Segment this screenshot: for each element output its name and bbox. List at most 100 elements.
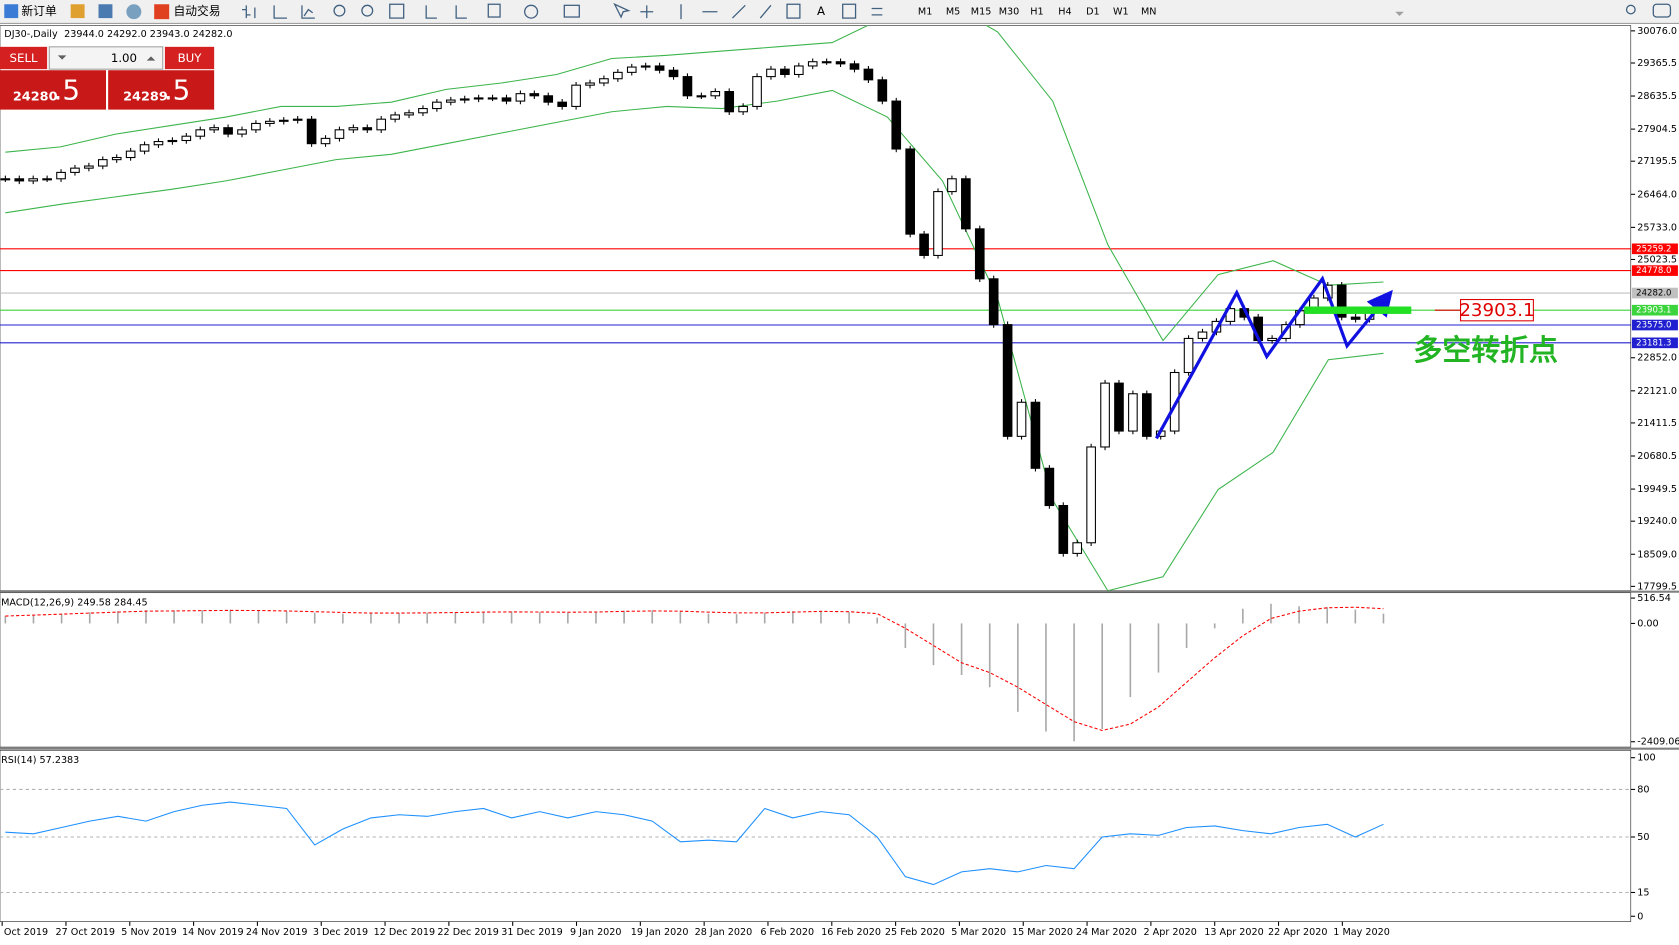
timeframe[interactable]: M5 [946,7,960,18]
candle [334,129,345,139]
candle [515,93,526,102]
icon[interactable] [70,4,85,19]
toolbar: 新订单 自动交易 A M1 M5 M15 M30 H1 H4 D1 W1 MN [0,0,1679,24]
icon[interactable] [154,4,170,20]
buy-button[interactable] [164,46,215,70]
sell-price-box[interactable] [0,70,107,110]
candle [613,71,623,80]
price-level-label: 25259.2 [1636,244,1671,254]
icon[interactable] [425,5,467,19]
buy-price[interactable]: 24289 [123,89,168,104]
sell-price-fraction[interactable]: .5 [54,74,81,107]
y-tick-label: 25733.0 [1637,222,1677,233]
candle [376,118,387,131]
y-tick-label: 18509.0 [1637,549,1677,560]
candle [111,156,122,161]
buy-price-fraction[interactable]: .5 [164,74,191,107]
candle [14,178,25,182]
timeframe[interactable]: M15 [971,7,992,18]
y-tick-label: 516.54 [1637,593,1671,604]
candle [919,233,929,256]
icon[interactable] [389,3,405,19]
icon[interactable] [613,2,772,20]
icon[interactable] [361,4,374,17]
buy-label[interactable]: BUY [178,51,203,65]
candle [682,76,693,97]
x-tick-label: 3 Dec 2019 [313,927,368,938]
icon[interactable] [241,5,256,19]
price-level-label: 23903.1 [1636,306,1671,316]
y-tick-label: 27904.5 [1637,124,1677,135]
icon[interactable] [487,3,501,18]
y-tick-label: 25023.5 [1637,255,1677,266]
rsi-line [5,801,1384,886]
price-level-box [1631,243,1678,255]
timeframe[interactable]: M30 [999,7,1020,18]
candle [501,97,512,102]
y-tick-label: 26464.0 [1637,189,1677,200]
timeframe[interactable]: H4 [1058,7,1071,18]
lots-box[interactable] [48,46,164,70]
candle [905,148,915,235]
candle [1183,337,1194,374]
icon[interactable] [786,3,801,19]
x-tick-label: 16 Feb 2020 [821,927,881,938]
timeframe[interactable]: MN [1141,7,1157,18]
x-tick-label: 13 Apr 2020 [1204,927,1264,938]
candle [306,118,317,145]
auto-trading[interactable]: 自动交易 [173,4,220,18]
macd-signal [5,606,1384,732]
sell-label[interactable]: SELL [10,51,38,65]
sell-button[interactable] [0,46,48,70]
text-tool[interactable]: A [817,4,825,18]
candle [445,99,456,103]
candle [1058,504,1069,554]
candle [153,141,164,146]
x-tick-label: 24 Mar 2020 [1076,927,1137,938]
toolbar-bg [0,0,1679,24]
timeframe[interactable]: M1 [918,7,932,18]
candle [752,76,762,107]
lots[interactable]: 1.00 [111,51,137,65]
icon[interactable] [871,7,883,16]
candle [599,78,609,84]
bollinger-band [5,89,1384,591]
candle [404,112,414,116]
icon[interactable] [4,4,19,19]
new-order[interactable]: 新订单 [21,4,57,18]
x-tick-label: 15 Mar 2020 [1012,927,1073,938]
icon[interactable] [98,4,113,19]
timeframe[interactable]: W1 [1113,7,1129,18]
candle [265,120,275,124]
icon[interactable] [563,4,580,18]
candle [877,79,888,102]
timeframe[interactable]: D1 [1086,7,1100,18]
x-tick-label: 28 Jan 2020 [695,927,753,938]
icon[interactable] [842,3,857,19]
price-level-box [1631,304,1678,316]
icon[interactable] [126,4,142,20]
candle [891,100,902,150]
y-tick-label: 27195.5 [1637,156,1677,167]
icon[interactable] [301,5,315,19]
icon[interactable] [273,5,287,19]
icon[interactable] [524,4,539,19]
buy-price-box[interactable] [108,70,215,110]
chat[interactable] [1652,3,1672,18]
y-tick-label: 22852.0 [1637,353,1677,364]
candle [348,127,359,131]
pivot-bar [1304,306,1412,314]
y-tick-label: 29365.5 [1637,58,1677,69]
candle [571,84,581,107]
x-tick-label: 6 Feb 2020 [760,927,814,938]
candle [418,108,428,114]
candle [42,178,52,181]
icon[interactable] [333,4,346,17]
annotation-box [1460,299,1534,322]
sell-price[interactable]: 24280 [13,89,58,104]
search[interactable] [1625,4,1636,15]
candle [654,65,665,71]
y-tick-label: 0 [1637,911,1643,922]
timeframe[interactable]: H1 [1030,7,1043,18]
candle [432,101,442,110]
